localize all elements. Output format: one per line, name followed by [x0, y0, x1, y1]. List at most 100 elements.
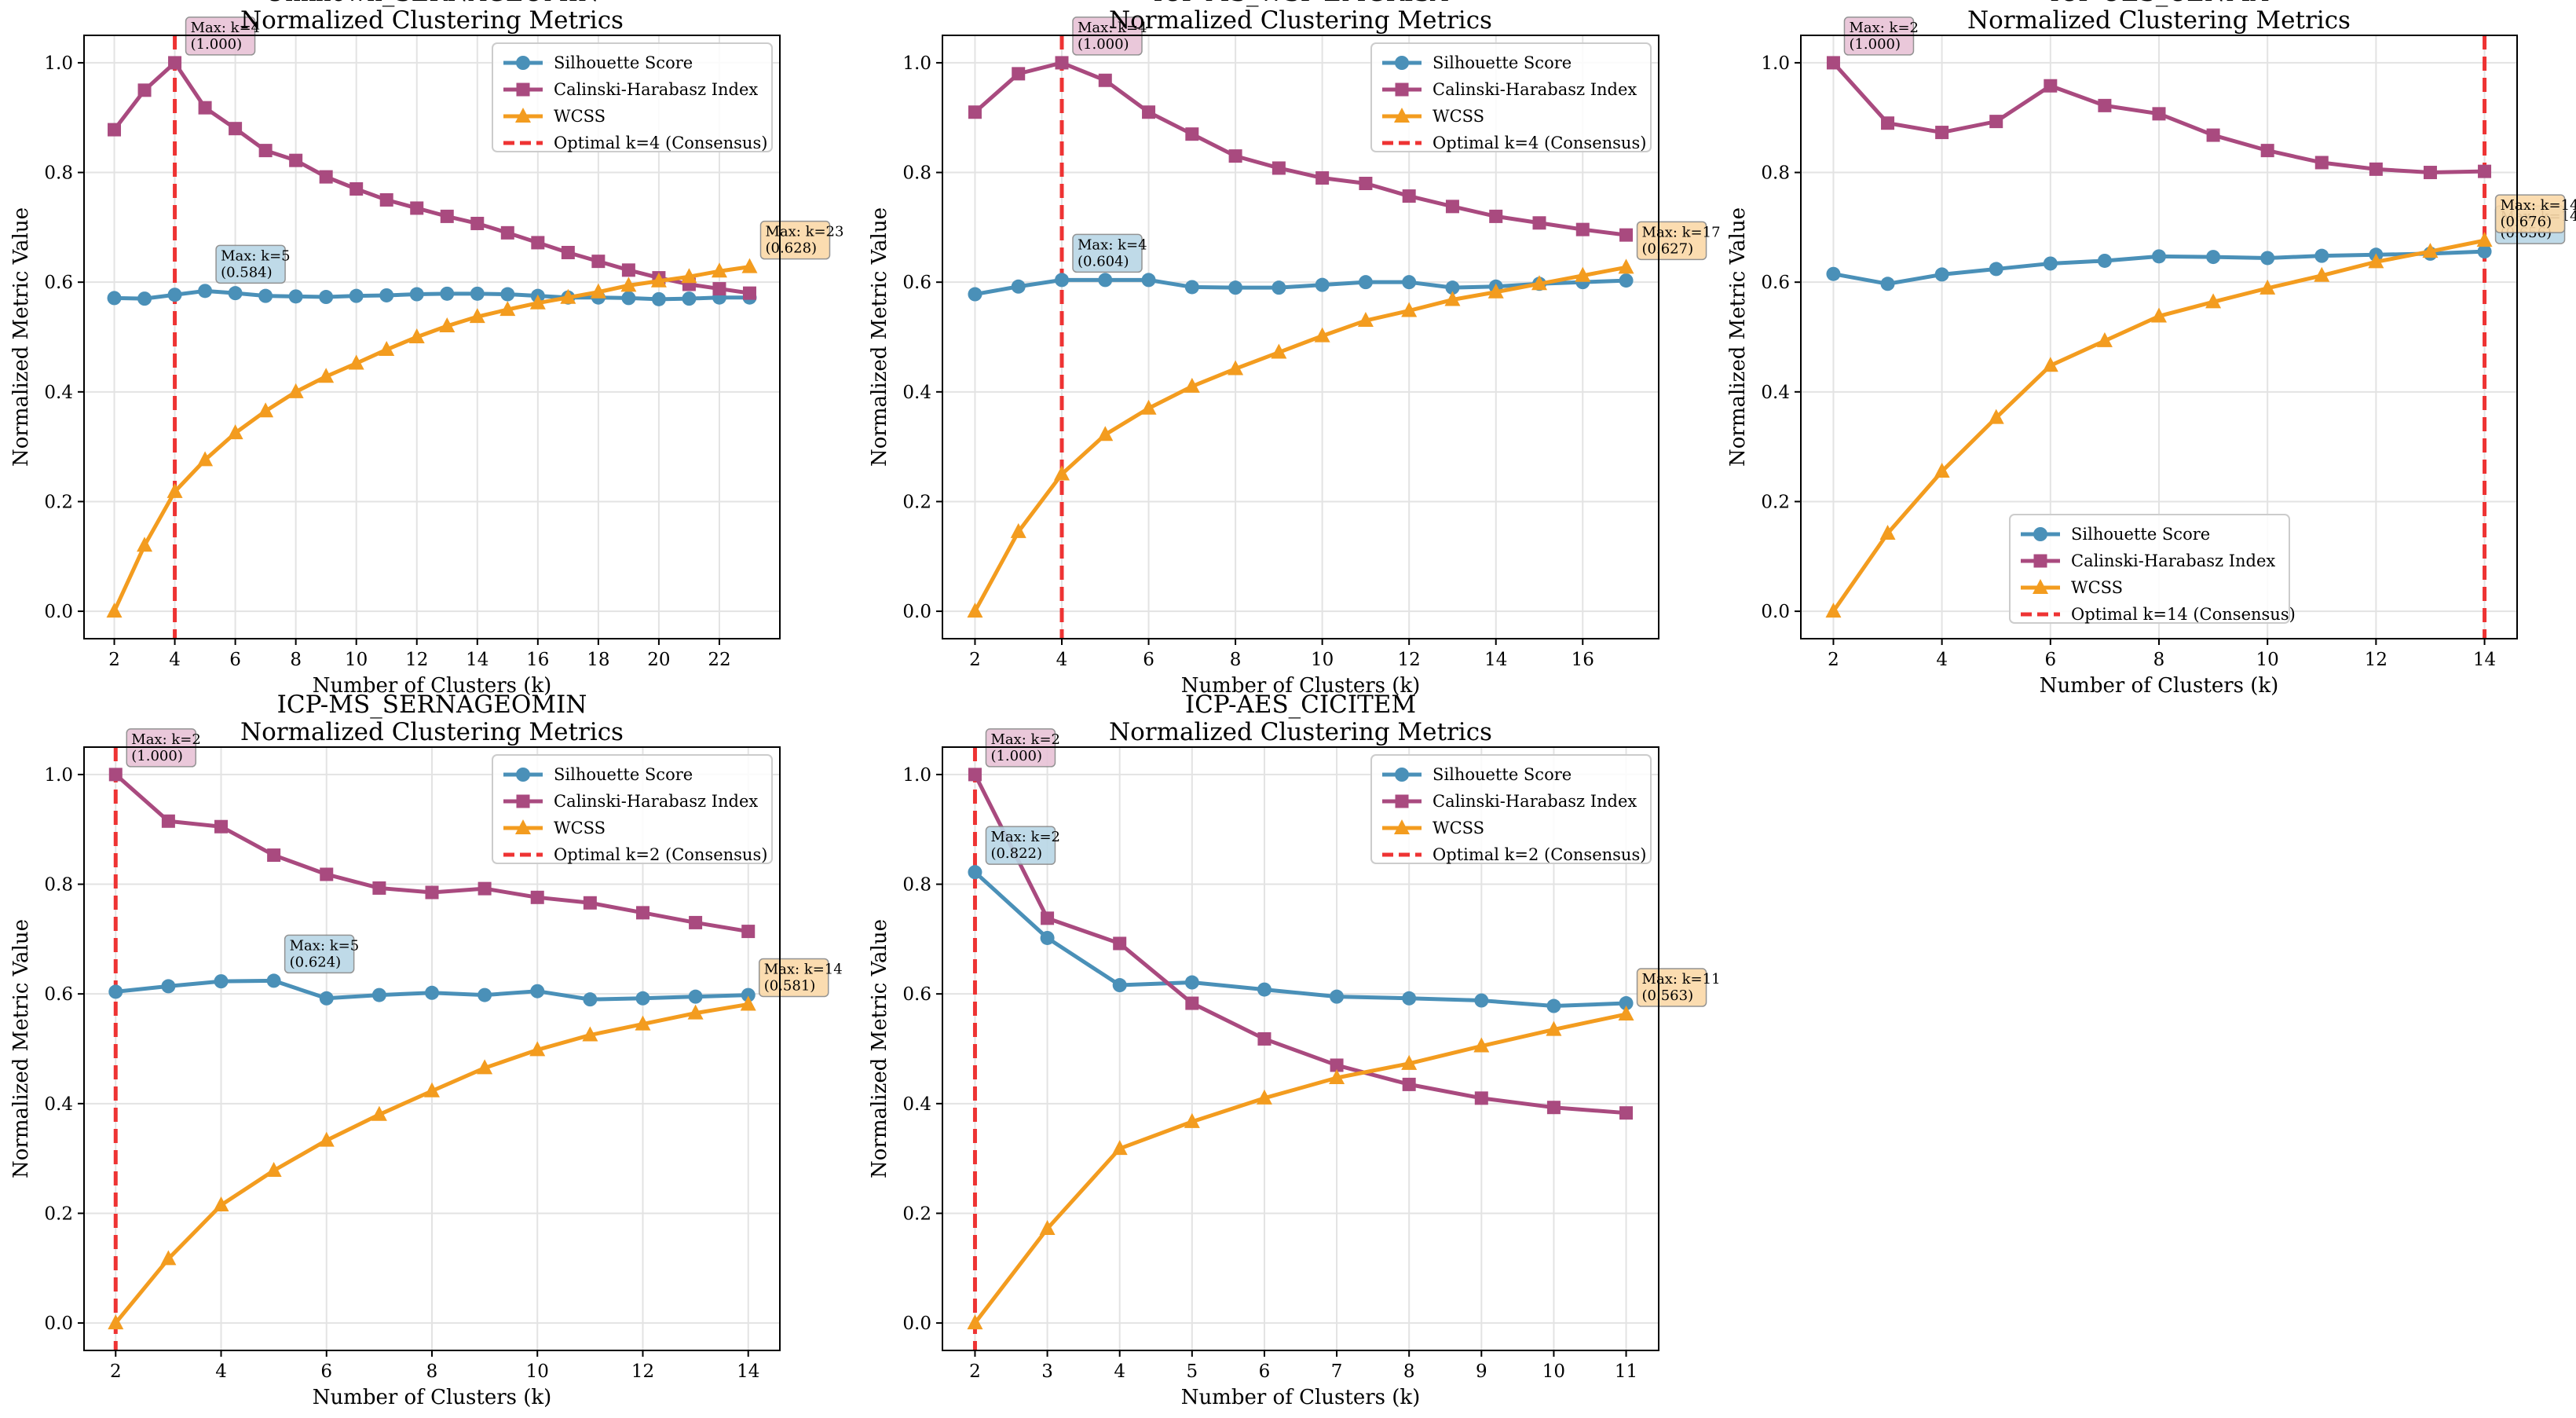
annotation-value: (0.627)	[1642, 240, 1694, 257]
data-point-ch	[425, 885, 439, 900]
data-point-wcss	[265, 1161, 282, 1177]
data-point-wcss	[590, 283, 606, 299]
y-tick-label: 0.2	[44, 492, 73, 512]
x-tick-label: 8	[290, 650, 302, 670]
chart-title: ICP-MS_SERNAGEOMIN	[277, 691, 587, 719]
data-point-wcss	[227, 424, 243, 440]
data-point-silhouette	[1228, 280, 1243, 295]
annotation-label: Max: k=14	[764, 961, 843, 977]
y-tick-label: 0.8	[902, 163, 931, 184]
annotation-label: Max: k=4	[191, 20, 261, 36]
data-point-wcss	[1618, 258, 1634, 274]
x-tick-label: 8	[1403, 1361, 1415, 1382]
data-point-wcss	[1546, 1020, 1562, 1036]
data-point-wcss	[620, 277, 637, 292]
series-line-wcss	[973, 265, 1627, 613]
data-point-wcss	[499, 301, 516, 317]
data-point-wcss	[213, 1196, 229, 1211]
y-tick-label: 0.0	[902, 1314, 931, 1334]
data-point-ch	[1489, 209, 1503, 223]
x-tick-label: 14	[2473, 650, 2496, 670]
data-point-silhouette	[108, 984, 123, 999]
data-point-silhouette	[258, 288, 273, 303]
y-tick-label: 0.0	[44, 602, 73, 622]
y-tick-label: 1.0	[1761, 53, 1790, 74]
data-point-wcss	[2205, 293, 2222, 309]
data-point-ch	[410, 201, 424, 215]
data-point-silhouette	[319, 290, 334, 305]
y-tick-label: 0.6	[902, 984, 931, 1005]
data-point-silhouette	[1619, 273, 1634, 288]
data-point-silhouette	[1358, 275, 1373, 290]
chart-panel-4: Max: k=2(1.000)Max: k=5(0.624) Max: k=14(…	[9, 691, 843, 1409]
annotation-silhouette: Max: k=5(0.584)	[215, 244, 291, 284]
data-point-wcss	[258, 402, 274, 418]
data-point-silhouette	[425, 985, 439, 1000]
data-point-wcss	[408, 328, 425, 343]
annotation-ch: Max: k=2(1.000)	[126, 728, 201, 768]
legend-marker-silhouette	[1395, 56, 1409, 70]
x-tick-label: 2	[110, 1361, 122, 1382]
data-point-silhouette	[968, 287, 982, 302]
data-point-wcss	[1314, 327, 1330, 343]
x-tick-label: 5	[1186, 1361, 1198, 1382]
chart-subtitle: Normalized Clustering Metrics	[1109, 718, 1492, 746]
data-point-ch	[591, 255, 606, 269]
data-point-ch	[2152, 107, 2166, 121]
annotation-box	[1636, 221, 1707, 261]
legend-label-ch: Calinski-Harabasz Index	[1433, 792, 1637, 811]
y-axis-label: Normalized Metric Value	[9, 919, 33, 1178]
annotation-label: Max: k=17	[1642, 224, 1721, 240]
data-point-silhouette	[349, 288, 364, 303]
data-point-wcss	[2422, 243, 2439, 258]
chart-title: ICP-AES_CICITEM	[1185, 691, 1416, 719]
data-point-ch	[198, 101, 212, 115]
legend-label-optimal: Optimal k=14 (Consensus)	[2071, 605, 2296, 624]
data-point-silhouette	[1055, 273, 1069, 288]
y-tick-label: 0.8	[1761, 163, 1790, 184]
data-point-wcss	[1473, 1037, 1490, 1053]
data-point-silhouette	[682, 291, 697, 306]
legend-marker-silhouette	[516, 56, 530, 70]
y-tick-label: 0.0	[1761, 602, 1790, 622]
annotation-box	[759, 220, 831, 260]
data-point-silhouette	[319, 991, 334, 1006]
data-point-ch	[2260, 144, 2274, 158]
x-tick-label: 4	[1056, 650, 1068, 670]
data-point-silhouette	[1272, 280, 1286, 295]
data-point-wcss	[2476, 232, 2493, 247]
data-point-wcss	[160, 1250, 177, 1266]
x-axis-label: Number of Clusters (k)	[2040, 674, 2279, 698]
series-line-wcss	[112, 265, 750, 613]
annotation-wcss: Max: k=11(0.563)	[1636, 968, 1721, 1007]
data-point-silhouette	[1112, 978, 1127, 993]
data-point-silhouette	[137, 291, 152, 306]
data-point-ch	[2478, 164, 2492, 178]
data-point-wcss	[477, 1059, 493, 1075]
data-point-ch	[349, 181, 364, 196]
annotation-box	[1072, 233, 1143, 273]
annotation-label: Max: k=14	[2501, 197, 2576, 214]
legend-frame	[492, 42, 773, 152]
data-point-ch	[108, 123, 122, 137]
x-tick-label: 12	[631, 1361, 654, 1382]
y-tick-label: 0.8	[44, 163, 73, 184]
data-point-ch	[1546, 1101, 1561, 1115]
x-tick-label: 6	[2044, 650, 2056, 670]
data-point-silhouette	[2206, 250, 2221, 265]
data-point-ch	[229, 122, 243, 136]
y-tick-label: 1.0	[44, 765, 73, 786]
x-tick-label: 14	[466, 650, 488, 670]
data-point-ch	[531, 236, 545, 250]
chart-panel-3: Max: k=2(1.000)Max: k=14(0.656)Max: k=14…	[1726, 0, 2576, 698]
data-point-wcss	[318, 368, 335, 383]
annotation-silhouette: Max: k=4(0.604)	[1072, 233, 1147, 273]
data-point-ch	[500, 225, 514, 240]
data-point-wcss	[1825, 603, 1842, 618]
data-point-ch	[1113, 936, 1127, 951]
data-point-silhouette	[635, 991, 650, 1006]
annotation-label: Max: k=2	[1849, 20, 1919, 36]
annotation-value: (1.000)	[990, 748, 1042, 764]
legend-label-silhouette: Silhouette Score	[2071, 525, 2210, 544]
